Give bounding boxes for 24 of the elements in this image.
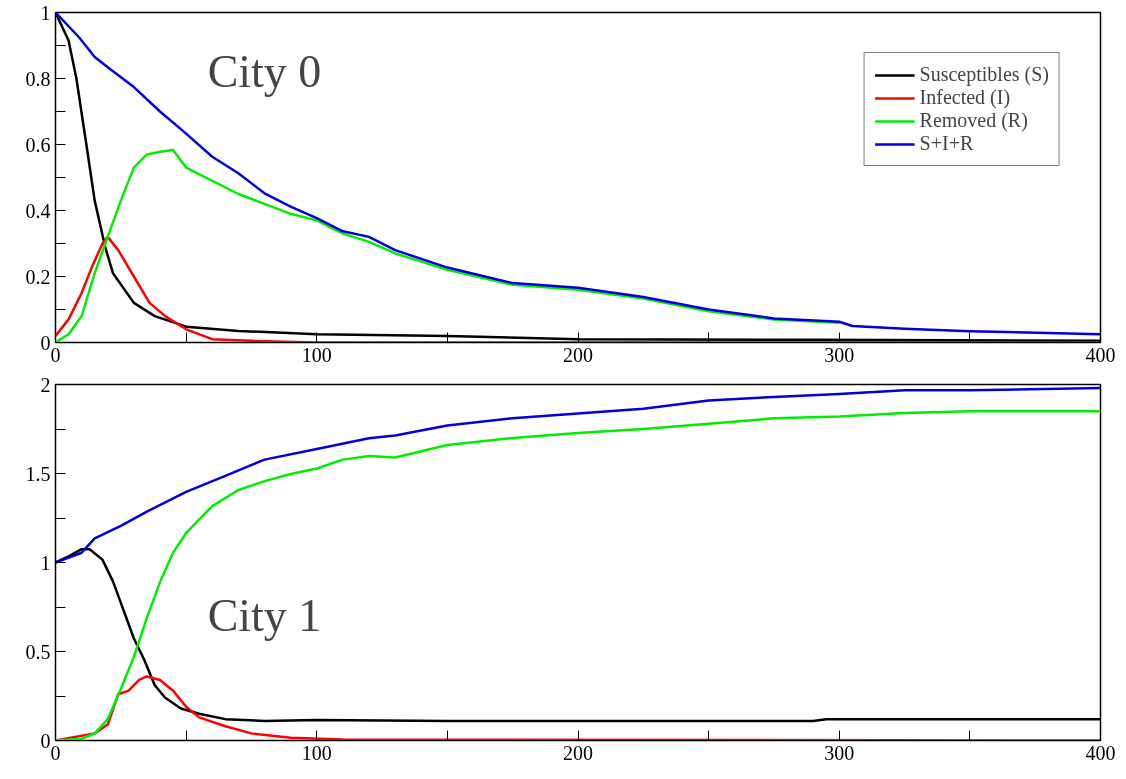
annotation: City 1 [207,590,322,642]
x-tick-label: 400 [1085,343,1116,366]
y-tick-label: 0.6 [25,133,51,156]
y-tick-label: 0.4 [25,199,51,222]
y-tick-label: 0.2 [25,265,51,288]
legend-label: Removed (R) [919,109,1028,132]
y-tick-label: 1.5 [25,462,51,485]
x-tick-label: 400 [1085,741,1116,764]
x-tick-label: 300 [824,343,855,366]
y-tick-label: 0.8 [25,67,51,90]
x-tick-label: 300 [824,741,855,764]
x-tick-label: 200 [563,741,593,764]
x-tick-label: 200 [563,343,593,366]
y-tick-label: 0.5 [25,640,51,663]
annotation: City 0 [207,46,322,98]
legend-label: Infected (I) [919,86,1011,109]
y-tick-label: 1 [40,551,51,574]
line-series [55,386,1101,564]
legend-label: Susceptibles (S) [919,63,1049,86]
legend-label: S+I+R [919,132,974,155]
y-tick-label: 2 [40,373,51,396]
x-tick-label: 100 [301,343,332,366]
y-tick-label: 1 [40,1,51,24]
x-tick-label: 100 [301,741,332,764]
